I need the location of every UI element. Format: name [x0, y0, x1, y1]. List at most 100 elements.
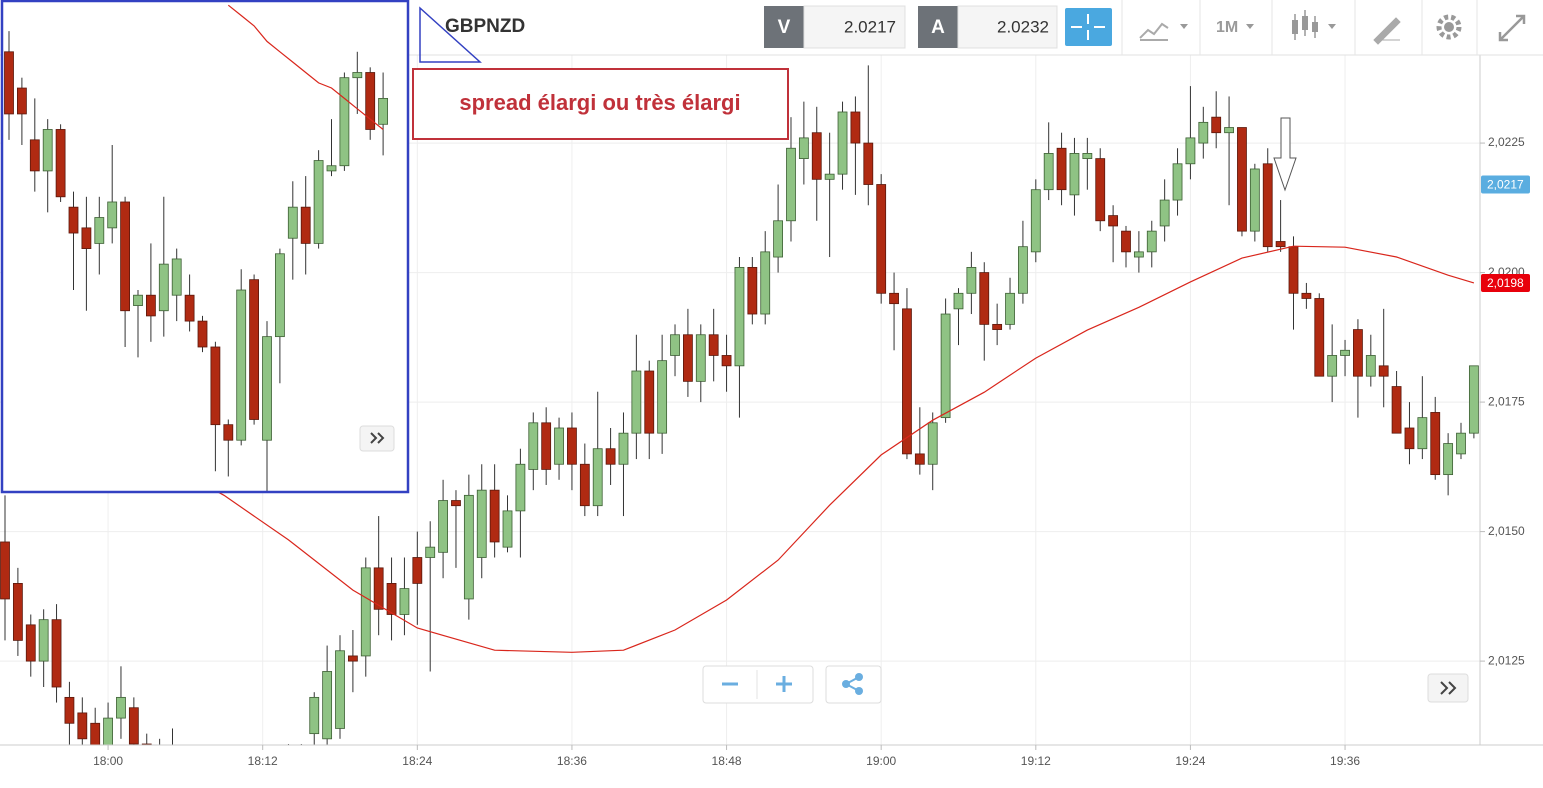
bid-label: V	[778, 17, 791, 38]
candle-body	[184, 294, 195, 322]
candle-body	[339, 77, 350, 167]
candle-body	[313, 160, 324, 244]
candle-body	[0, 541, 10, 600]
scroll-box	[359, 425, 395, 452]
candle-body	[541, 422, 552, 470]
candle-body	[107, 201, 118, 229]
candle-body	[953, 292, 964, 310]
candle-body	[300, 206, 311, 244]
scroll-button[interactable]	[1427, 673, 1469, 703]
candle-body	[1404, 427, 1415, 450]
candle-body	[12, 583, 23, 641]
ask-box[interactable]	[957, 5, 1058, 49]
candle-body	[618, 432, 629, 465]
share-icon	[855, 673, 863, 681]
share-button[interactable]	[825, 665, 882, 704]
crosshair-button[interactable]	[1065, 8, 1112, 46]
draw-icon[interactable]	[1373, 17, 1401, 45]
candle-body	[1391, 386, 1402, 434]
candle-body	[863, 142, 874, 185]
candle-body	[309, 696, 320, 735]
candle-body	[1069, 153, 1080, 196]
candle-body	[373, 567, 384, 610]
inset-plot	[4, 4, 389, 491]
candle-body	[567, 427, 577, 465]
candle-body	[824, 173, 835, 180]
price-badge-label: 2,0217	[1487, 178, 1524, 192]
chart-type-icon[interactable]	[1139, 22, 1169, 41]
candle-body	[16, 87, 27, 115]
separators	[1121, 0, 1478, 55]
candle-body	[412, 557, 423, 584]
share-box[interactable]	[825, 665, 882, 704]
y-tick-label: 2,0175	[1488, 394, 1525, 408]
candle-body	[657, 360, 668, 434]
plot-area	[0, 65, 1479, 783]
price-badge	[1481, 175, 1530, 194]
candle-body	[1185, 137, 1196, 165]
share-icon	[855, 687, 863, 695]
candle-body	[463, 494, 474, 600]
zoom-box[interactable]	[702, 665, 814, 704]
candle-body	[528, 422, 539, 470]
candle-body	[1030, 189, 1041, 253]
candle-body	[1108, 215, 1119, 227]
candle-body	[1133, 251, 1144, 258]
candle-body	[116, 696, 126, 719]
candle-body	[1262, 163, 1273, 248]
candle-body	[1018, 246, 1028, 294]
candle-body	[811, 132, 822, 180]
candle-body	[476, 489, 487, 558]
candle-body	[1082, 153, 1093, 160]
candle-body	[297, 754, 306, 764]
candle-body	[889, 292, 899, 305]
x-tick-label: 18:24	[402, 754, 432, 768]
candle-body	[902, 308, 912, 455]
candle-body	[42, 129, 53, 172]
candle-body	[850, 111, 861, 144]
settings-icon[interactable]	[1436, 14, 1462, 40]
candle-body	[425, 546, 436, 558]
candle-body	[1224, 127, 1234, 134]
candle-body	[721, 355, 732, 367]
zoom-controls[interactable]	[702, 665, 814, 704]
candle-body	[992, 323, 1003, 330]
candle-body	[360, 567, 371, 657]
candle-body	[352, 72, 363, 79]
chevrons	[370, 432, 385, 444]
candle-body	[1468, 365, 1479, 434]
settings-icon	[1444, 22, 1454, 32]
candle-body	[489, 489, 500, 543]
candle-body	[94, 217, 105, 244]
candle-body	[347, 655, 358, 662]
dropdown-caret	[1180, 24, 1188, 29]
candle-body	[1237, 127, 1247, 232]
x-tick-label: 19:12	[1021, 754, 1051, 768]
x-tick-label: 19:36	[1330, 754, 1360, 768]
candle-body	[1121, 230, 1131, 253]
candle-body	[438, 500, 448, 553]
candle-body	[1417, 417, 1428, 450]
candle-body	[1005, 292, 1015, 325]
candle-body	[1456, 432, 1466, 455]
candle-body	[1301, 292, 1312, 299]
bid-box[interactable]	[803, 5, 906, 49]
candle-body	[145, 294, 156, 317]
y-tick-label: 2,0150	[1488, 524, 1525, 538]
candle-body	[168, 749, 177, 770]
candles-icon[interactable]	[1292, 10, 1318, 40]
ask-label: A	[931, 17, 945, 38]
candle-body	[262, 336, 272, 441]
candle-body	[236, 289, 247, 441]
candle-body	[798, 137, 809, 160]
dropdown-caret	[1328, 24, 1336, 29]
candle-body	[335, 650, 345, 729]
candle-body	[258, 770, 267, 783]
fullscreen-icon[interactable]	[1498, 14, 1526, 42]
candle-body	[77, 712, 88, 740]
timeframe[interactable]: 1M	[1216, 19, 1238, 36]
price-badge	[1481, 273, 1530, 292]
candle-body	[365, 72, 376, 130]
candle-body	[1249, 168, 1260, 232]
candle-body	[940, 313, 951, 419]
